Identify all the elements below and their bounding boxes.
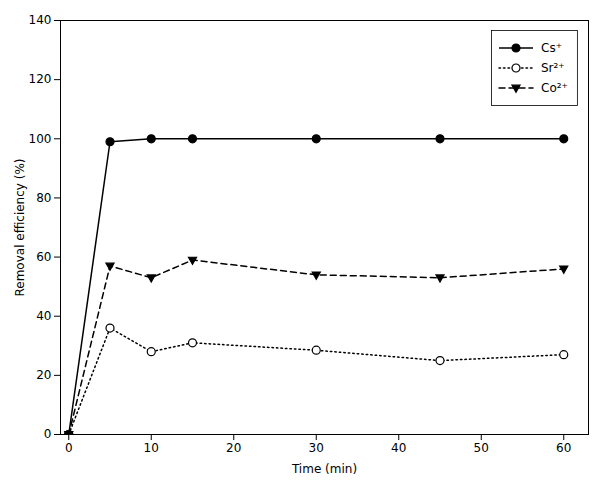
svg-text:80: 80 <box>36 191 51 205</box>
svg-text:Co²⁺: Co²⁺ <box>541 81 568 95</box>
svg-text:10: 10 <box>144 441 159 455</box>
svg-text:140: 140 <box>29 13 52 27</box>
svg-text:30: 30 <box>309 441 324 455</box>
svg-text:Removal efficiency (%): Removal efficiency (%) <box>13 159 27 297</box>
svg-text:0: 0 <box>65 441 73 455</box>
svg-text:20: 20 <box>36 368 51 382</box>
svg-text:0: 0 <box>44 427 52 441</box>
svg-text:100: 100 <box>29 132 52 146</box>
svg-text:60: 60 <box>556 441 571 455</box>
svg-text:40: 40 <box>36 309 51 323</box>
svg-text:Sr²⁺: Sr²⁺ <box>541 61 565 75</box>
svg-text:Time (min): Time (min) <box>291 462 357 476</box>
svg-text:60: 60 <box>36 250 51 264</box>
svg-text:120: 120 <box>29 72 52 86</box>
svg-text:40: 40 <box>391 441 406 455</box>
svg-text:Cs⁺: Cs⁺ <box>541 41 562 55</box>
svg-text:50: 50 <box>474 441 489 455</box>
svg-text:20: 20 <box>226 441 241 455</box>
